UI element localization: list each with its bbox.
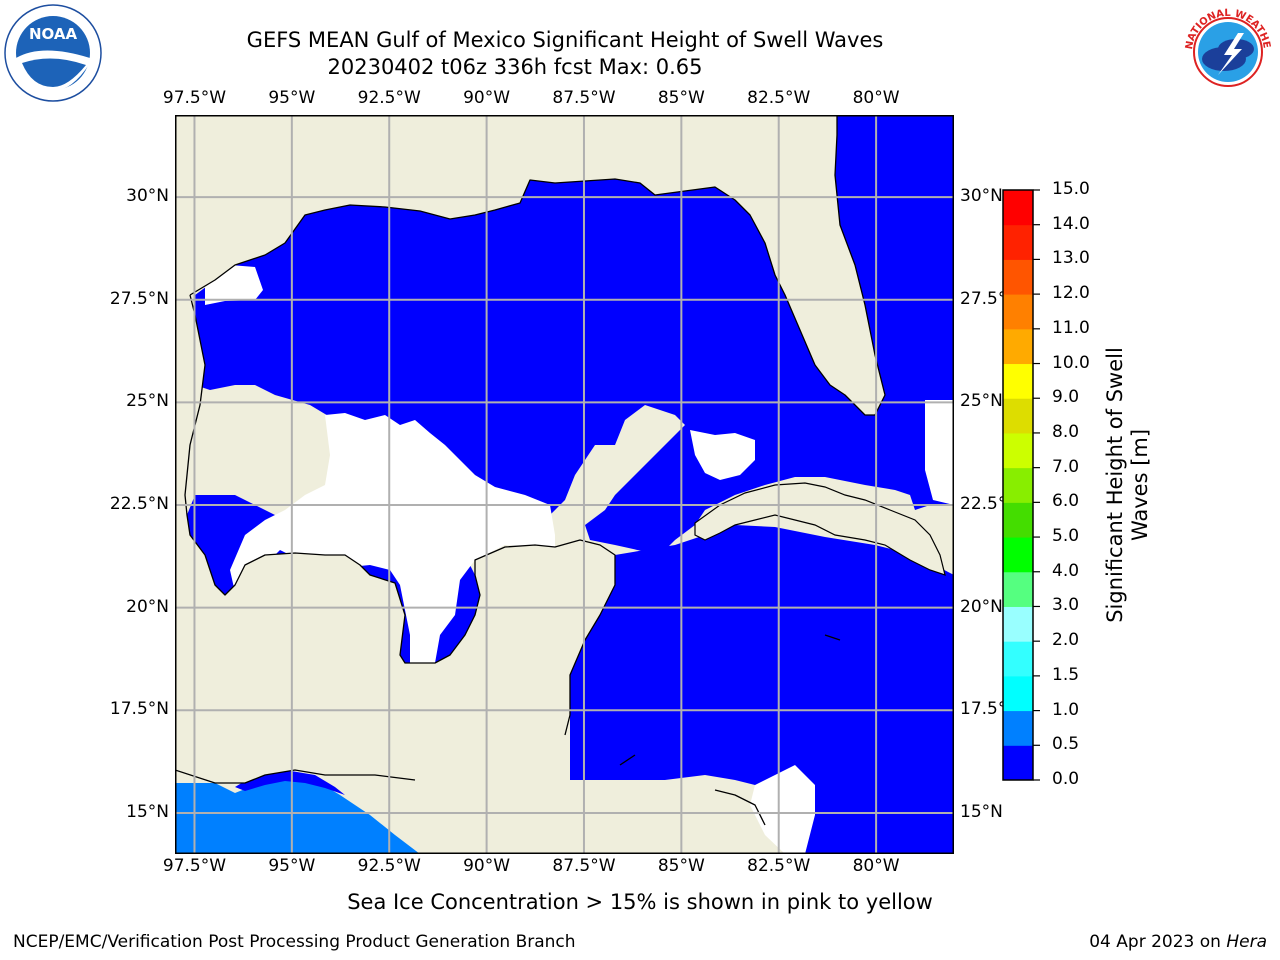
lon-tick-label-bottom: 80°W: [852, 856, 900, 876]
colorbar-segment: [1003, 398, 1033, 434]
map-subtitle: 20230402 t06z 336h fcst Max: 0.65: [327, 55, 703, 79]
colorbar-tick-label: 15.0: [1052, 179, 1090, 199]
colorbar-segment: [1003, 224, 1033, 260]
colorbar-tick-label: 0.5: [1052, 734, 1080, 755]
colorbar-label: Significant Height of Swell Waves [m]: [1103, 347, 1153, 623]
colorbar-segment: [1003, 190, 1033, 226]
lat-tick-label-right: 25°N: [960, 391, 1003, 412]
sea-ice-note: Sea Ice Concentration > 15% is shown in …: [347, 890, 933, 914]
nodata-patch-yucatan-n: [690, 430, 755, 480]
nodata-patch-central: [230, 413, 555, 663]
lat-tick-label-left: 25°N: [126, 391, 169, 412]
colorbar: [1002, 189, 1040, 781]
colorbar-tick-label: 7.0: [1052, 456, 1080, 477]
svg-text:NOAA: NOAA: [29, 25, 78, 43]
lon-tick-label-top: 80°W: [852, 88, 900, 108]
colorbar-tick-label: 8.0: [1052, 421, 1080, 442]
lon-tick-label-bottom: 95°W: [268, 856, 316, 876]
map-title: GEFS MEAN Gulf of Mexico Significant Hei…: [246, 28, 884, 52]
lon-tick-label-top: 90°W: [463, 88, 511, 108]
colorbar-segment: [1003, 641, 1033, 677]
colorbar-segment: [1003, 294, 1033, 330]
noaa-logo-icon: NOAA: [4, 4, 102, 102]
colorbar-segment: [1003, 363, 1033, 399]
graticule: [175, 115, 954, 854]
colorbar-tick-label: 5.0: [1052, 526, 1080, 547]
lon-tick-label-bottom: 97.5°W: [162, 856, 227, 876]
colorbar-segment: [1003, 537, 1033, 573]
colorbar-tick-label: 1.0: [1052, 699, 1080, 720]
lon-tick-label-top: 95°W: [268, 88, 316, 108]
lon-tick-label-bottom: 85°W: [657, 856, 705, 876]
lon-tick-label-bottom: 82.5°W: [747, 856, 811, 876]
colorbar-frame: [1002, 189, 1034, 781]
map-frame: [175, 115, 954, 854]
colorbar-tick-label: 12.0: [1052, 283, 1090, 304]
producer-credit: NCEP/EMC/Verification Post Processing Pr…: [13, 932, 576, 952]
colorbar-segment: [1003, 745, 1033, 781]
lon-tick-label-bottom: 90°W: [463, 856, 511, 876]
colorbar-tick-label: 11.0: [1052, 317, 1090, 338]
coastlines: [175, 115, 886, 826]
lat-tick-label-right: 15°N: [960, 801, 1003, 822]
pacific-swell-band: [175, 775, 420, 854]
lat-tick-label-left: 15°N: [126, 801, 169, 822]
lat-tick-label-left: 20°N: [126, 596, 169, 617]
lon-tick-label-bottom: 87.5°W: [552, 856, 616, 876]
colorbar-tick-label: 4.0: [1052, 560, 1080, 581]
generation-date: 04 Apr 2023 on Hera: [1089, 932, 1267, 952]
colorbar-segment: [1003, 259, 1033, 295]
colorbar-tick-label: 13.0: [1052, 248, 1090, 269]
lat-tick-label-left: 17.5°N: [109, 699, 169, 720]
colorbar-tick-label: 10.0: [1052, 352, 1090, 373]
colorbar-tick-label: 1.5: [1052, 664, 1080, 685]
colorbar-tick-label: 6.0: [1052, 491, 1080, 512]
colorbar-tick-label: 3.0: [1052, 595, 1080, 616]
lat-tick-label-left: 27.5°N: [109, 288, 169, 309]
yucatan-land: [175, 115, 615, 783]
lon-tick-label-top: 92.5°W: [357, 88, 421, 108]
colorbar-label-line: Waves [m]: [1128, 428, 1152, 542]
lon-tick-label-bottom: 92.5°W: [357, 856, 421, 876]
nodata-patch-honduras: [750, 765, 815, 854]
gulf-of-mexico-map: [175, 115, 954, 854]
colorbar-segment: [1003, 467, 1033, 503]
date-text: 04 Apr 2023 on: [1089, 932, 1227, 952]
lon-tick-label-top: 97.5°W: [162, 88, 227, 108]
colorbar-tick-label: 9.0: [1052, 387, 1080, 408]
colorbar-tick-label: 0.0: [1052, 769, 1080, 789]
colorbar-segment: [1003, 606, 1033, 642]
lat-tick-label-left: 22.5°N: [109, 494, 169, 515]
colorbar-tick-label: 14.0: [1052, 213, 1090, 234]
lon-tick-label-top: 85°W: [657, 88, 705, 108]
colorbar-segment: [1003, 675, 1033, 712]
nodata-patch-keys: [925, 400, 954, 505]
lon-tick-label-top: 87.5°W: [552, 88, 616, 108]
lat-tick-label-right: 20°N: [960, 596, 1003, 617]
colorbar-segment: [1003, 571, 1033, 607]
lat-tick-label-left: 30°N: [126, 186, 169, 207]
lon-tick-label-top: 82.5°W: [747, 88, 811, 108]
colorbar-segment: [1003, 328, 1033, 365]
colorbar-label-line: Significant Height of Swell: [1103, 347, 1127, 623]
colorbar-tick-label: 2.0: [1052, 630, 1080, 651]
colorbar-segment: [1003, 502, 1033, 538]
florida-land: [190, 115, 885, 415]
nws-logo-icon: NATIONAL WEATHER SERVICE: [1178, 3, 1275, 99]
lat-tick-label-right: 30°N: [960, 186, 1003, 207]
colorbar-segment: [1003, 710, 1033, 746]
host-name: Hera: [1226, 932, 1267, 952]
colorbar-segment: [1003, 432, 1033, 469]
